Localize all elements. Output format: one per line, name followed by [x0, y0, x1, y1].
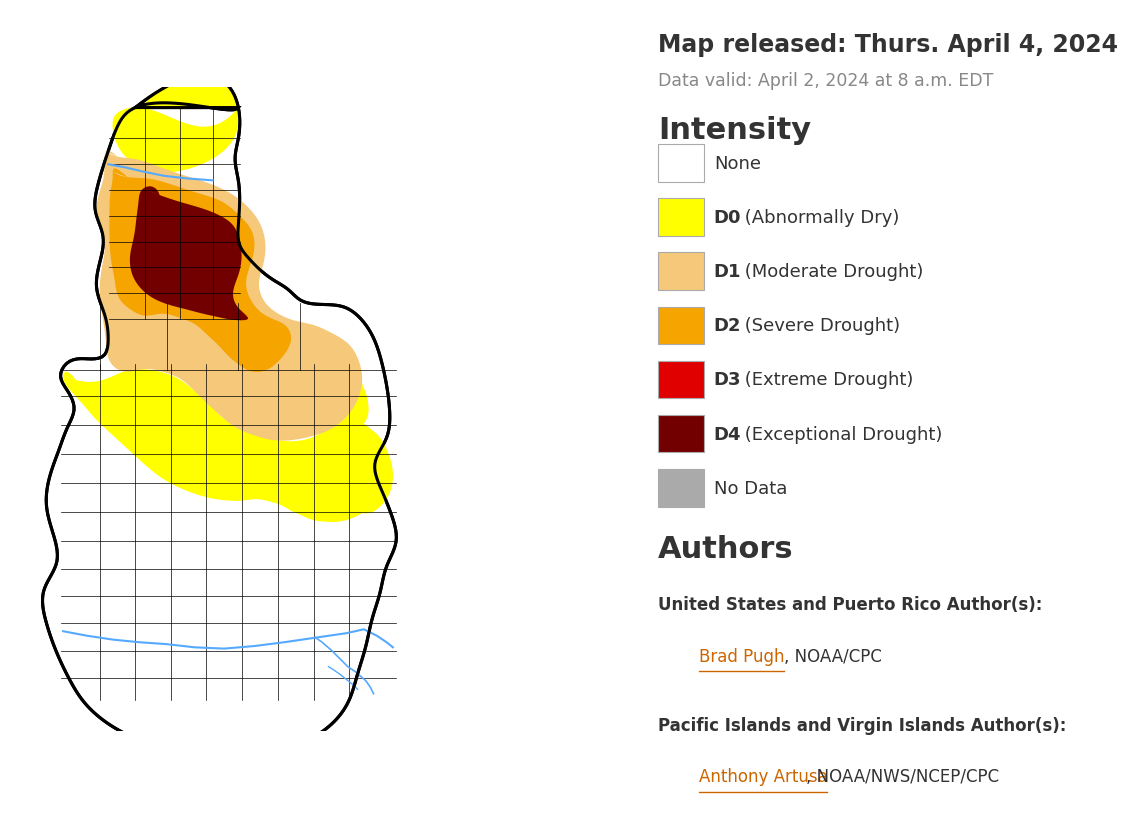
Text: None: None [714, 155, 760, 173]
FancyBboxPatch shape [658, 361, 703, 399]
Text: D0: D0 [714, 209, 741, 227]
Text: (Abnormally Dry): (Abnormally Dry) [739, 209, 899, 227]
FancyBboxPatch shape [658, 307, 703, 345]
Text: Pacific Islands and Virgin Islands Author(s):: Pacific Islands and Virgin Islands Autho… [658, 716, 1066, 734]
Polygon shape [109, 170, 291, 373]
FancyBboxPatch shape [658, 199, 703, 237]
Text: , NOAA/CPC: , NOAA/CPC [784, 647, 881, 665]
Text: D1: D1 [714, 263, 741, 281]
FancyBboxPatch shape [658, 145, 703, 183]
Text: D2: D2 [714, 317, 741, 335]
Text: D4: D4 [714, 425, 741, 443]
Text: Data valid: April 2, 2024 at 8 a.m. EDT: Data valid: April 2, 2024 at 8 a.m. EDT [658, 72, 993, 90]
Text: United States and Puerto Rico Author(s):: United States and Puerto Rico Author(s): [658, 595, 1042, 613]
Polygon shape [63, 369, 383, 523]
Text: (Moderate Drought): (Moderate Drought) [739, 263, 923, 281]
Text: , NOAA/NWS/NCEP/CPC: , NOAA/NWS/NCEP/CPC [806, 767, 1000, 785]
Text: Brad Pugh: Brad Pugh [699, 647, 784, 665]
FancyBboxPatch shape [658, 469, 703, 507]
FancyBboxPatch shape [658, 415, 703, 453]
Polygon shape [42, 76, 397, 757]
Text: (Severe Drought): (Severe Drought) [739, 317, 901, 335]
Text: D3: D3 [714, 371, 741, 389]
Polygon shape [344, 422, 393, 514]
Text: Map released: Thurs. April 4, 2024: Map released: Thurs. April 4, 2024 [658, 33, 1118, 57]
Text: Authors: Authors [658, 534, 793, 563]
Text: (Extreme Drought): (Extreme Drought) [739, 371, 913, 389]
FancyBboxPatch shape [658, 253, 703, 291]
Polygon shape [113, 75, 239, 174]
Text: (Exceptional Drought): (Exceptional Drought) [739, 425, 943, 443]
Text: No Data: No Data [714, 479, 788, 497]
Text: Anthony Artusa: Anthony Artusa [699, 767, 828, 785]
Polygon shape [130, 187, 249, 321]
Polygon shape [96, 152, 363, 441]
Text: Intensity: Intensity [658, 116, 812, 145]
